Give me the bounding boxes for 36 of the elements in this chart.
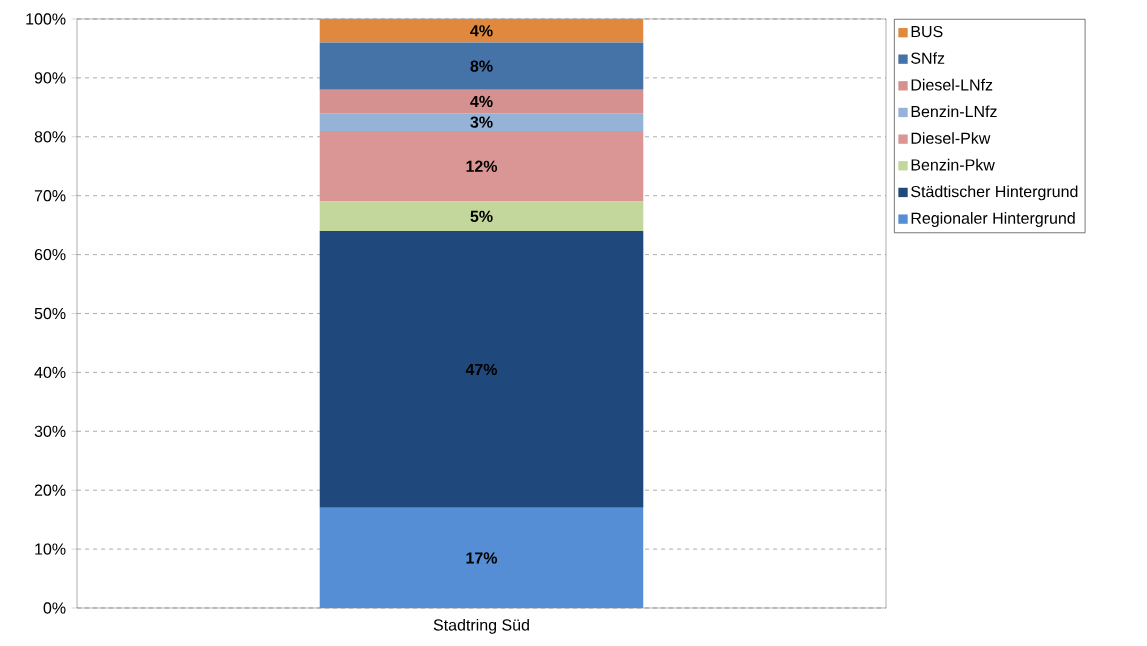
y-tick-label: 100% — [26, 13, 66, 25]
bar — [319, 201, 644, 232]
legend-label: Diesel-LNfz — [911, 78, 993, 91]
data-label: 3% — [470, 116, 493, 128]
bar — [319, 130, 644, 202]
bar — [319, 113, 644, 131]
y-tick-label: 70% — [34, 190, 66, 202]
legend-label: Benzin-Pkw — [911, 158, 995, 171]
bar — [319, 18, 644, 43]
bar — [319, 42, 644, 90]
data-label: 4% — [470, 95, 493, 108]
y-tick-label: 30% — [34, 425, 66, 437]
legend-label: Regionaler Hintergrund — [911, 212, 1075, 228]
x-tick-label: Stadtring Süd — [433, 618, 529, 634]
data-label: 17% — [466, 552, 498, 564]
data-label: 12% — [466, 160, 498, 172]
y-tick-label: 40% — [34, 366, 66, 379]
y-tick-label: 20% — [34, 484, 66, 496]
data-label: 8% — [470, 60, 493, 72]
legend-label: Benzin-LNfz — [911, 105, 997, 118]
data-label: 4% — [470, 25, 493, 37]
legend-label: Städtischer Hintergrund — [911, 185, 1078, 201]
legend-label: BUS — [911, 25, 943, 38]
data-label: 47% — [465, 363, 498, 376]
y-tick-label: 60% — [34, 248, 66, 261]
bar — [319, 231, 644, 508]
y-tick-label: 80% — [34, 131, 66, 143]
data-label: 5% — [470, 210, 493, 222]
legend-label: SNfz — [911, 52, 945, 64]
bar — [319, 507, 644, 608]
y-tick-label: 50% — [34, 307, 66, 320]
y-tick-label: 10% — [35, 543, 66, 555]
y-tick-label: 90% — [34, 72, 66, 84]
bar — [319, 89, 644, 114]
y-tick-label: 0% — [43, 602, 66, 614]
legend-label: Diesel-Pkw — [911, 132, 991, 144]
